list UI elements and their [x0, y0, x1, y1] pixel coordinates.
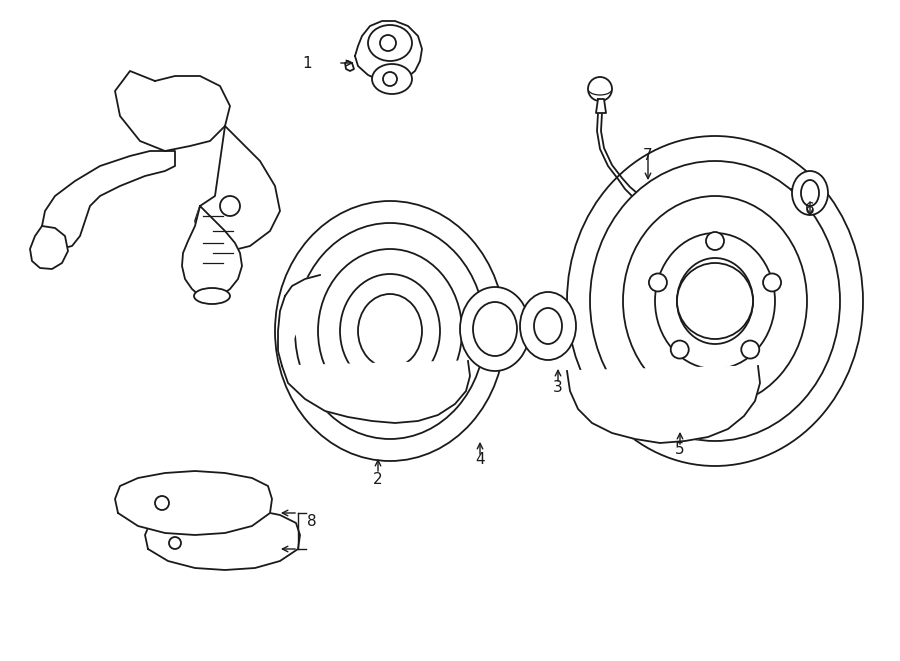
Circle shape	[169, 537, 181, 549]
Circle shape	[588, 77, 612, 101]
Circle shape	[155, 496, 169, 510]
Ellipse shape	[623, 196, 807, 406]
Polygon shape	[567, 366, 760, 443]
Text: 5: 5	[675, 442, 685, 457]
Polygon shape	[195, 126, 280, 251]
Ellipse shape	[460, 287, 530, 371]
Ellipse shape	[194, 288, 230, 304]
Text: 3: 3	[554, 379, 562, 395]
Ellipse shape	[792, 171, 828, 215]
Ellipse shape	[473, 302, 517, 356]
Polygon shape	[597, 113, 812, 203]
Ellipse shape	[677, 258, 753, 344]
Polygon shape	[355, 21, 422, 83]
Polygon shape	[115, 71, 230, 151]
Polygon shape	[596, 99, 606, 113]
Circle shape	[742, 340, 760, 358]
Ellipse shape	[590, 161, 840, 441]
Text: 1: 1	[302, 56, 311, 71]
Polygon shape	[42, 151, 175, 249]
Text: 4: 4	[475, 451, 485, 467]
Ellipse shape	[567, 136, 863, 466]
Text: 2: 2	[374, 471, 382, 486]
Ellipse shape	[340, 274, 440, 388]
Ellipse shape	[368, 25, 412, 61]
Polygon shape	[278, 275, 470, 423]
Ellipse shape	[318, 249, 462, 413]
Polygon shape	[145, 508, 300, 570]
Polygon shape	[115, 471, 272, 535]
Polygon shape	[30, 226, 68, 269]
Ellipse shape	[801, 180, 819, 206]
Ellipse shape	[520, 292, 576, 360]
Circle shape	[649, 274, 667, 292]
Circle shape	[806, 181, 826, 201]
Ellipse shape	[372, 64, 412, 94]
Ellipse shape	[655, 233, 775, 369]
Circle shape	[677, 263, 753, 339]
Text: 7: 7	[644, 147, 652, 163]
Ellipse shape	[534, 308, 562, 344]
Text: 6: 6	[806, 202, 814, 217]
Text: 8: 8	[307, 514, 317, 529]
Ellipse shape	[295, 223, 485, 439]
Polygon shape	[804, 185, 812, 197]
Ellipse shape	[358, 294, 422, 368]
Circle shape	[763, 274, 781, 292]
Circle shape	[383, 72, 397, 86]
Circle shape	[706, 232, 724, 250]
Polygon shape	[345, 61, 354, 71]
Circle shape	[670, 340, 688, 358]
Ellipse shape	[275, 201, 505, 461]
Circle shape	[220, 196, 240, 216]
Polygon shape	[182, 206, 242, 299]
Circle shape	[380, 35, 396, 51]
